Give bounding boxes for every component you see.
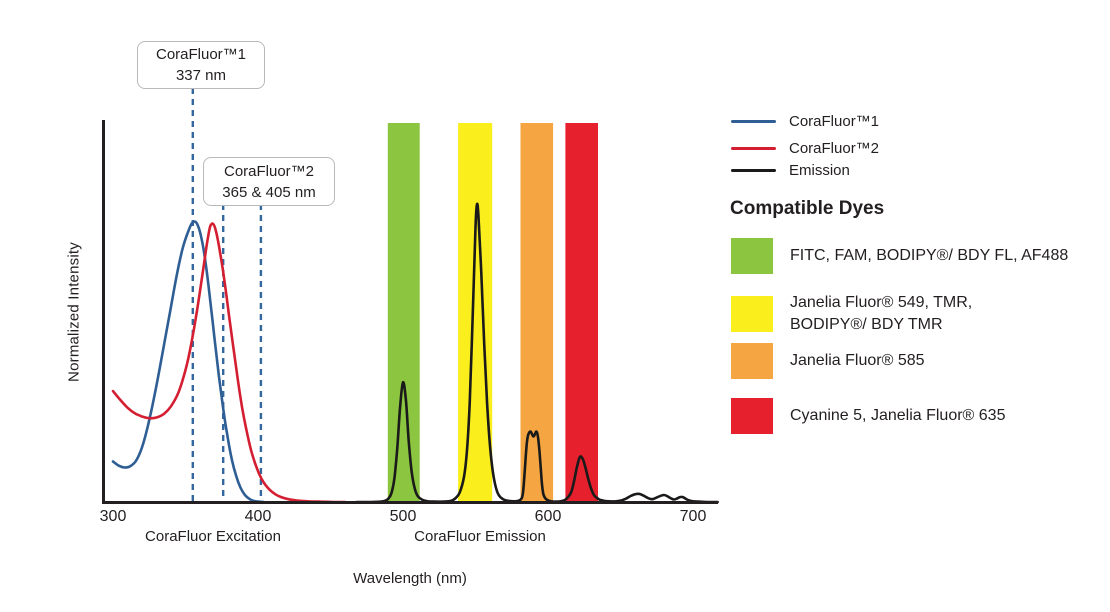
legend-line-swatch-emission: [731, 168, 776, 172]
series-curve-corafluor2: [111, 222, 347, 504]
x-tick-labels: 300 400 500 600 700: [100, 508, 707, 525]
dye-swatch-orange: [731, 343, 773, 379]
annotation-corafluor1-337nm: CoraFluor™1 337 nm: [137, 41, 265, 89]
x-tick-label: 500: [390, 508, 417, 525]
annotation-title: CoraFluor™1: [155, 46, 247, 63]
annotation-title: CoraFluor™2: [223, 162, 315, 180]
legend-item-label: CoraFluor™2: [789, 139, 880, 157]
legend-item-corafluor1: CoraFluor™1: [731, 112, 879, 130]
legend-item-label: Emission: [789, 161, 850, 179]
legend-item-emission: Emission: [731, 161, 850, 179]
dye-label-line: FITC, FAM, BODIPY®/ BDY FL, AF488: [790, 247, 1069, 264]
filter-bands: [387, 123, 598, 502]
dye-swatch-red: [731, 398, 773, 434]
dye-label: Janelia Fluor® 549, TMR, BODIPY®/ BDY TM…: [790, 292, 972, 336]
annotation-wavelength: 365 & 405 nm: [222, 183, 316, 201]
annotation-corafluor2-365-405nm: CoraFluor™2 365 & 405 nm: [203, 157, 335, 206]
filter-band: [387, 123, 420, 502]
dye-swatch-yellow: [731, 296, 773, 332]
x-tick-label: 700: [680, 508, 707, 525]
dye-swatch-green: [731, 238, 773, 274]
legend-item-label: CoraFluor™1: [789, 112, 880, 130]
legend-item-corafluor2: CoraFluor™2: [731, 139, 879, 157]
filter-band: [565, 123, 598, 502]
filter-band: [458, 123, 493, 502]
filter-band: [520, 123, 554, 502]
dye-label-line: Cyanine 5, Janelia Fluor® 635: [790, 407, 1006, 424]
dye-label-line: Janelia Fluor® 585: [790, 352, 925, 369]
dye-label: Cyanine 5, Janelia Fluor® 635: [790, 405, 1005, 427]
dye-row-yellow: Janelia Fluor® 549, TMR, BODIPY®/ BDY TM…: [731, 292, 972, 336]
dye-label: FITC, FAM, BODIPY®/ BDY FL, AF488: [790, 245, 1068, 267]
annotation-wavelength: 337 nm: [175, 67, 227, 84]
dye-row-orange: Janelia Fluor® 585: [731, 343, 925, 379]
x-tick-label: 300: [100, 508, 127, 525]
spectra-chart: 300 400 500 600 700: [100, 88, 719, 525]
x-tick-label: 600: [535, 508, 562, 525]
dye-row-green: FITC, FAM, BODIPY®/ BDY FL, AF488: [731, 238, 1068, 274]
x-axis-title: Wavelength (nm): [353, 570, 467, 587]
legend-line-swatch-corafluor2: [731, 146, 776, 150]
dye-label-line: Janelia Fluor® 549, TMR,: [790, 294, 973, 311]
x-section-label-excitation: CoraFluor Excitation: [145, 528, 281, 545]
dashed-markers: [191, 88, 263, 502]
x-tick-label: 400: [245, 508, 272, 525]
dye-label: Janelia Fluor® 585: [790, 350, 925, 372]
legend-line-swatch-corafluor1: [731, 119, 776, 123]
series-curve-corafluor1: [111, 220, 266, 504]
dye-label-line: BODIPY®/ BDY TMR: [790, 316, 943, 333]
x-section-label-emission: CoraFluor Emission: [414, 528, 546, 545]
dye-row-red: Cyanine 5, Janelia Fluor® 635: [731, 398, 1005, 434]
compatible-dyes-heading: Compatible Dyes: [730, 198, 885, 219]
